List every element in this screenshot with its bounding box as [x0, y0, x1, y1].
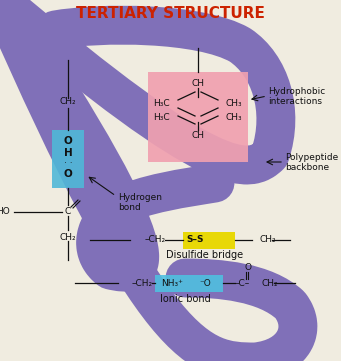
Text: C: C [65, 208, 71, 217]
Text: Polypeptide: Polypeptide [285, 153, 338, 162]
Text: CH₂: CH₂ [60, 97, 76, 106]
Text: –C–: –C– [234, 278, 250, 287]
Text: CH₂: CH₂ [260, 235, 277, 244]
Text: CH₂: CH₂ [262, 278, 279, 287]
Bar [183, 232, 235, 249]
Text: CH₃: CH₃ [226, 113, 243, 122]
Text: interactions: interactions [268, 96, 322, 105]
Text: –CH₂: –CH₂ [145, 235, 166, 244]
Text: S–S: S–S [186, 235, 204, 244]
Text: ⁻O: ⁻O [199, 278, 211, 287]
Text: CH₂: CH₂ [60, 232, 76, 242]
Text: O: O [64, 169, 72, 179]
Text: Hydrogen: Hydrogen [118, 193, 162, 203]
Text: H₃C: H₃C [153, 113, 170, 122]
Text: Hydrophobic: Hydrophobic [268, 87, 325, 96]
Bar [148, 72, 248, 162]
Text: · ·: · · [64, 158, 72, 168]
Text: H₃C: H₃C [153, 100, 170, 109]
Text: Disulfide bridge: Disulfide bridge [166, 250, 243, 260]
Text: O: O [244, 264, 252, 273]
Text: Ionic bond: Ionic bond [160, 294, 210, 304]
Text: CH: CH [192, 79, 205, 88]
Text: backbone: backbone [285, 162, 329, 171]
Text: bond: bond [118, 203, 141, 212]
Bar [155, 275, 223, 292]
Bar [52, 130, 84, 188]
Text: O: O [64, 136, 72, 146]
Text: HO: HO [0, 208, 10, 217]
Text: CH: CH [192, 131, 205, 140]
Text: H: H [64, 148, 72, 158]
Text: CH₃: CH₃ [226, 100, 243, 109]
Text: TERTIARY STRUCTURE: TERTIARY STRUCTURE [76, 5, 264, 21]
Text: –CH₂: –CH₂ [132, 278, 153, 287]
Text: NH₃⁺: NH₃⁺ [161, 278, 183, 287]
